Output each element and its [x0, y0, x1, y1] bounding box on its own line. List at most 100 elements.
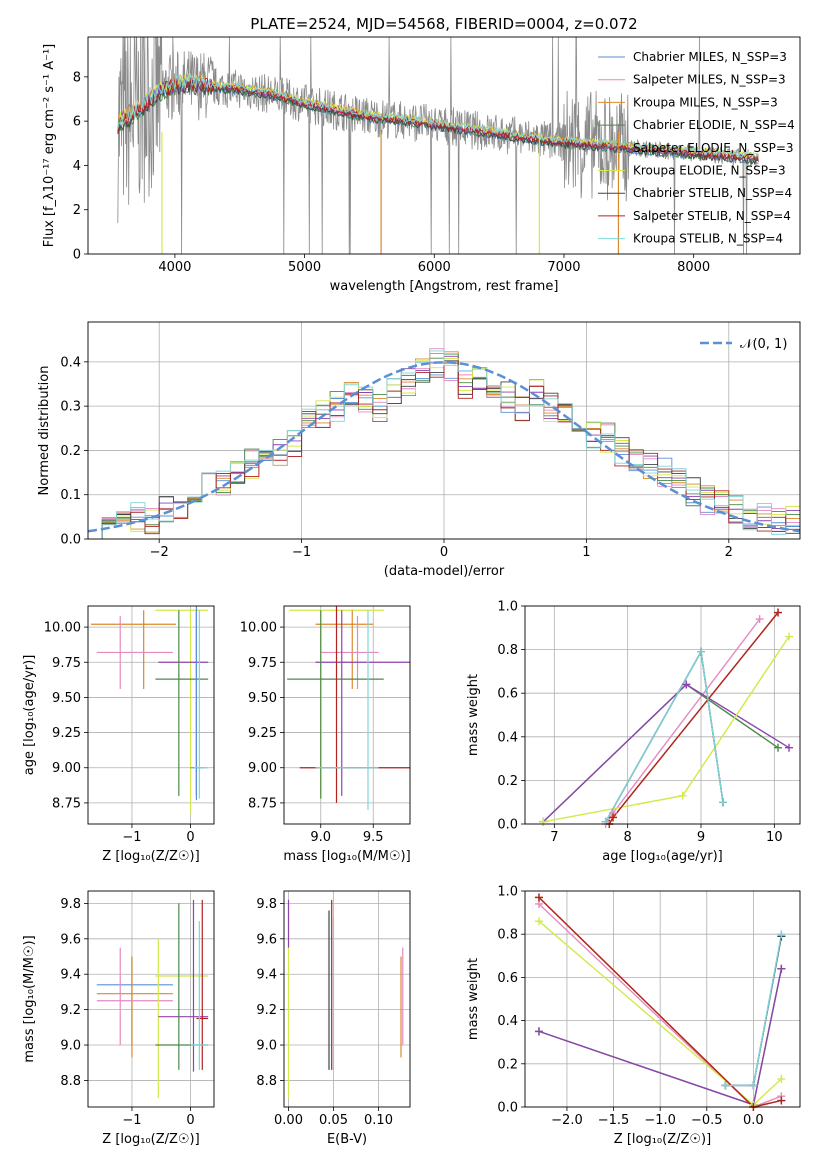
plot-area — [90, 606, 209, 815]
x-tick-label: 9.5 — [363, 830, 384, 845]
x-tick-label: −2 — [150, 545, 169, 560]
histogram-panel: −2 −1 0 1 2 0.0 0.1 0.2 0.3 0.4 (data-model)/error… — [37, 321, 801, 579]
x-tick-label: 0 — [440, 545, 448, 560]
y-tick-label: 9.8 — [60, 897, 81, 912]
mw-marker — [719, 798, 727, 807]
model-spectrum-chabrier-elodie — [117, 79, 759, 166]
mw-marker — [777, 1096, 786, 1105]
mw-marker — [601, 817, 610, 826]
y-tick-label: 9.25 — [248, 726, 277, 741]
y-axis-label: Flux [f_λ10⁻¹⁷ erg cm⁻² s⁻¹ A⁻¹] — [42, 44, 57, 248]
y-tick-label: 8.8 — [60, 1074, 81, 1089]
legend-entry: Salpeter MILES, N_SSP=3 — [633, 73, 786, 87]
mw-marker — [609, 813, 617, 822]
mw-marker — [539, 817, 548, 826]
x-axis-label: mass [log₁₀(M/M☉)] — [283, 849, 410, 864]
mw-marker — [777, 964, 786, 973]
y-tick-label: 0.0 — [497, 1101, 518, 1116]
hist-kroupa-stelib — [88, 350, 800, 539]
y-tick-label: 0.4 — [497, 1014, 518, 1029]
y-tick-label: 0.4 — [497, 730, 518, 745]
y-tick-label: 9.6 — [256, 932, 277, 947]
y-tick-label: 9.4 — [256, 968, 277, 983]
x-tick-label: −1.5 — [598, 1113, 630, 1128]
y-tick-label: 9.8 — [256, 897, 277, 912]
y-tick-label: 8.75 — [52, 796, 81, 811]
x-tick-label: 7000 — [547, 260, 580, 275]
y-tick-label: 9.75 — [248, 656, 277, 671]
x-tick-label: 0 — [186, 830, 194, 845]
mw-marker — [777, 930, 786, 939]
y-tick-label: 0.8 — [497, 643, 518, 658]
x-tick-label: 8000 — [677, 260, 710, 275]
plot-area — [542, 612, 790, 824]
x-tick-label: 9.0 — [310, 830, 331, 845]
y-tick-label: 10.00 — [44, 621, 81, 636]
axes-frame — [283, 890, 411, 1108]
y-tick-label: 0.0 — [60, 533, 81, 548]
legend-entry: Chabrier MILES, N_SSP=3 — [633, 50, 787, 64]
mw-marker — [774, 608, 782, 617]
axes-frame — [283, 605, 411, 825]
age-vs-mass-panel: 9.0 9.5 8.75 9.00 9.25 9.50 9.75 10.00 mass [log… — [240, 605, 411, 864]
mw-marker — [678, 791, 687, 800]
axes-frame — [87, 890, 215, 1108]
plot-area — [117, 37, 759, 254]
y-tick-label: 8.8 — [256, 1074, 277, 1089]
y-tick-label: 9.0 — [60, 1039, 81, 1054]
y-axis-label: Normed distribution — [37, 366, 52, 496]
mw-marker — [534, 1027, 543, 1036]
y-axis-label: mass weight — [466, 674, 481, 756]
axes-frame — [524, 890, 801, 1108]
y-tick-label: 0.6 — [497, 971, 518, 986]
x-tick-label: 0.10 — [364, 1113, 393, 1128]
y-tick-label: 1.0 — [497, 885, 518, 900]
x-tick-label: 1 — [582, 545, 590, 560]
mw-marker — [534, 917, 543, 926]
y-axis-label: mass weight — [466, 958, 481, 1040]
y-tick-label: 9.4 — [60, 968, 81, 983]
x-tick-label: 0 — [186, 1113, 194, 1128]
y-tick-label: 9.25 — [52, 726, 81, 741]
x-tick-label: −1 — [122, 1113, 141, 1128]
x-axis-label: age [log₁₀(age/yr)] — [602, 849, 723, 864]
x-tick-label: 8 — [624, 830, 632, 845]
mw-line-salpeter-elodie — [542, 683, 790, 823]
chart-title: PLATE=2524, MJD=54568, FIBERID=0004, z=0… — [250, 15, 637, 33]
plot-area — [88, 348, 800, 539]
y-tick-label: 0.0 — [497, 818, 518, 833]
x-tick-label: 6000 — [418, 260, 451, 275]
mw-marker — [785, 632, 793, 641]
x-tick-label: 4000 — [158, 260, 191, 275]
y-tick-label: 9.0 — [256, 1039, 277, 1054]
mw-marker — [774, 743, 782, 752]
x-axis-label: wavelength [Angstrom, rest frame] — [330, 279, 559, 294]
legend-entry: Chabrier ELODIE, N_SSP=4 — [633, 118, 795, 132]
mw-line-salpeter-stelib — [538, 896, 782, 1107]
x-tick-label: 5000 — [288, 260, 321, 275]
x-axis-label: Z [log₁₀(Z/Z☉)] — [102, 1132, 199, 1147]
x-tick-label: −1 — [292, 545, 311, 560]
mw-marker — [785, 743, 793, 752]
mw-marker — [755, 615, 764, 624]
mw-marker — [777, 1074, 786, 1083]
y-tick-label: 9.50 — [52, 691, 81, 706]
y-tick-label: 9.00 — [248, 761, 277, 776]
y-tick-label: 8 — [73, 70, 81, 85]
y-tick-label: 0 — [73, 248, 81, 263]
spectrum-panel: 4000 5000 6000 7000 8000 0 2 4 6 8 wavelength [Ang… — [42, 15, 801, 294]
legend-entry: Kroupa ELODIE, N_SSP=3 — [633, 164, 786, 178]
y-tick-label: 0.2 — [497, 774, 518, 789]
gaussian-curve — [88, 361, 800, 533]
x-tick-label: 2 — [725, 545, 733, 560]
plot-area — [538, 896, 783, 1107]
x-tick-label: −1.0 — [644, 1113, 676, 1128]
y-tick-label: 4 — [73, 159, 81, 174]
mw-marker — [721, 1081, 730, 1090]
y-tick-label: 2 — [73, 203, 81, 218]
model-spectrum-kroupa-stelib — [117, 73, 759, 159]
y-tick-label: 9.75 — [52, 656, 81, 671]
x-tick-label: 9 — [697, 830, 705, 845]
mw-line-salpeter-miles — [538, 903, 782, 1107]
